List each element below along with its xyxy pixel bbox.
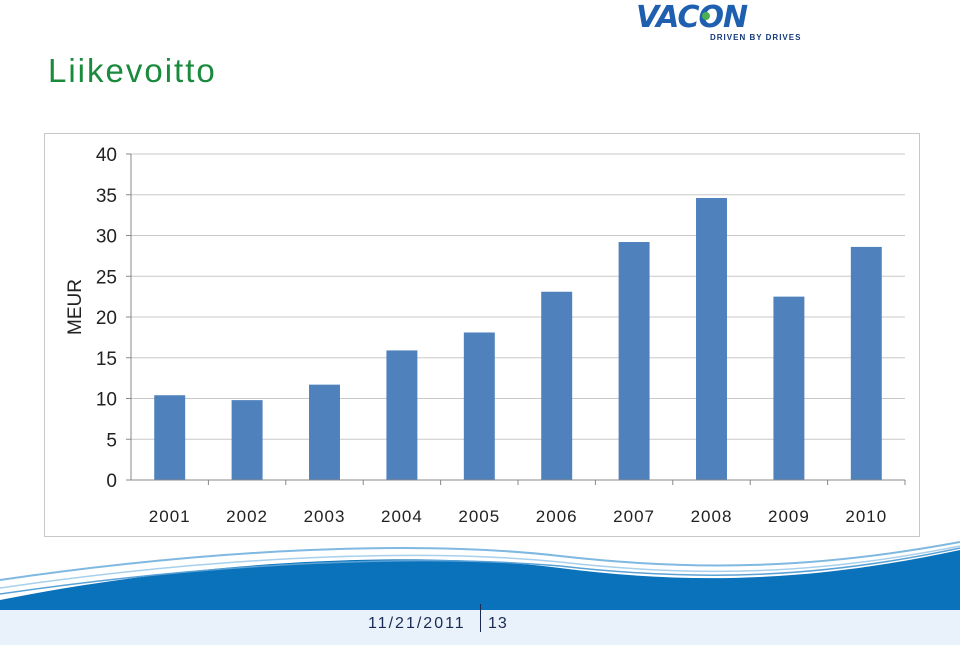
footer-page-number: 13: [488, 615, 508, 632]
x-tick-label: 2005: [458, 507, 500, 526]
x-tick-label: 2009: [768, 507, 810, 526]
y-tick-label: 25: [96, 267, 117, 288]
bar-chart: 0 5 10 15 20 25 30 35 40 2001 2002 2003 2004 2005 2006…: [65, 145, 906, 526]
bar-2010: [850, 246, 882, 480]
logo-tagline: DRIVEN BY DRIVES: [710, 33, 802, 42]
footer-date: 11/21/2011: [368, 615, 466, 632]
bar-2004: [386, 350, 418, 480]
bar-2002: [231, 400, 263, 480]
vacon-logo: VACON DRIVEN BY DRIVES: [636, 2, 816, 46]
y-tick-label: 40: [96, 145, 117, 166]
footer-separator: [480, 604, 481, 632]
grid-lines: [131, 153, 905, 440]
x-tick-label: 2007: [613, 507, 655, 526]
x-tick-label: 2008: [691, 507, 733, 526]
logo-wordmark: VACON: [636, 0, 748, 35]
bar-2006: [541, 291, 573, 480]
bar-2009: [773, 296, 805, 480]
x-tick-label: 2001: [149, 507, 191, 526]
bars: [154, 198, 882, 480]
x-tick-label: 2003: [304, 507, 346, 526]
slide-title: Liikevoitto: [48, 52, 217, 89]
chart-frame: 0 5 10 15 20 25 30 35 40 2001 2002 2003 2004 2005 2006…: [44, 133, 920, 537]
bar-2003: [309, 384, 340, 480]
y-tick-label: 20: [96, 308, 117, 329]
bar-2001: [154, 395, 186, 480]
x-tick-label: 2004: [381, 507, 423, 526]
y-tick-label: 5: [106, 430, 117, 451]
logo-dot-icon: [702, 12, 710, 20]
y-tick-label: 0: [106, 471, 117, 492]
bar-2005: [463, 332, 495, 480]
x-tick-label: 2006: [536, 507, 578, 526]
y-tick-label: 30: [96, 227, 117, 248]
y-tick-label: 15: [96, 349, 117, 370]
y-tick-label: 10: [96, 390, 117, 411]
labels: 0 5 10 15 20 25 30 35 40 2001 2002 2003 2004 2005 2006…: [65, 145, 887, 526]
x-tick-label: 2010: [845, 507, 887, 526]
y-axis-label: MEUR: [65, 279, 86, 335]
x-tick-label: 2002: [226, 507, 268, 526]
bar-2007: [618, 242, 650, 480]
axes: [126, 153, 906, 485]
y-tick-label: 35: [96, 186, 117, 207]
bar-2008: [696, 198, 727, 480]
